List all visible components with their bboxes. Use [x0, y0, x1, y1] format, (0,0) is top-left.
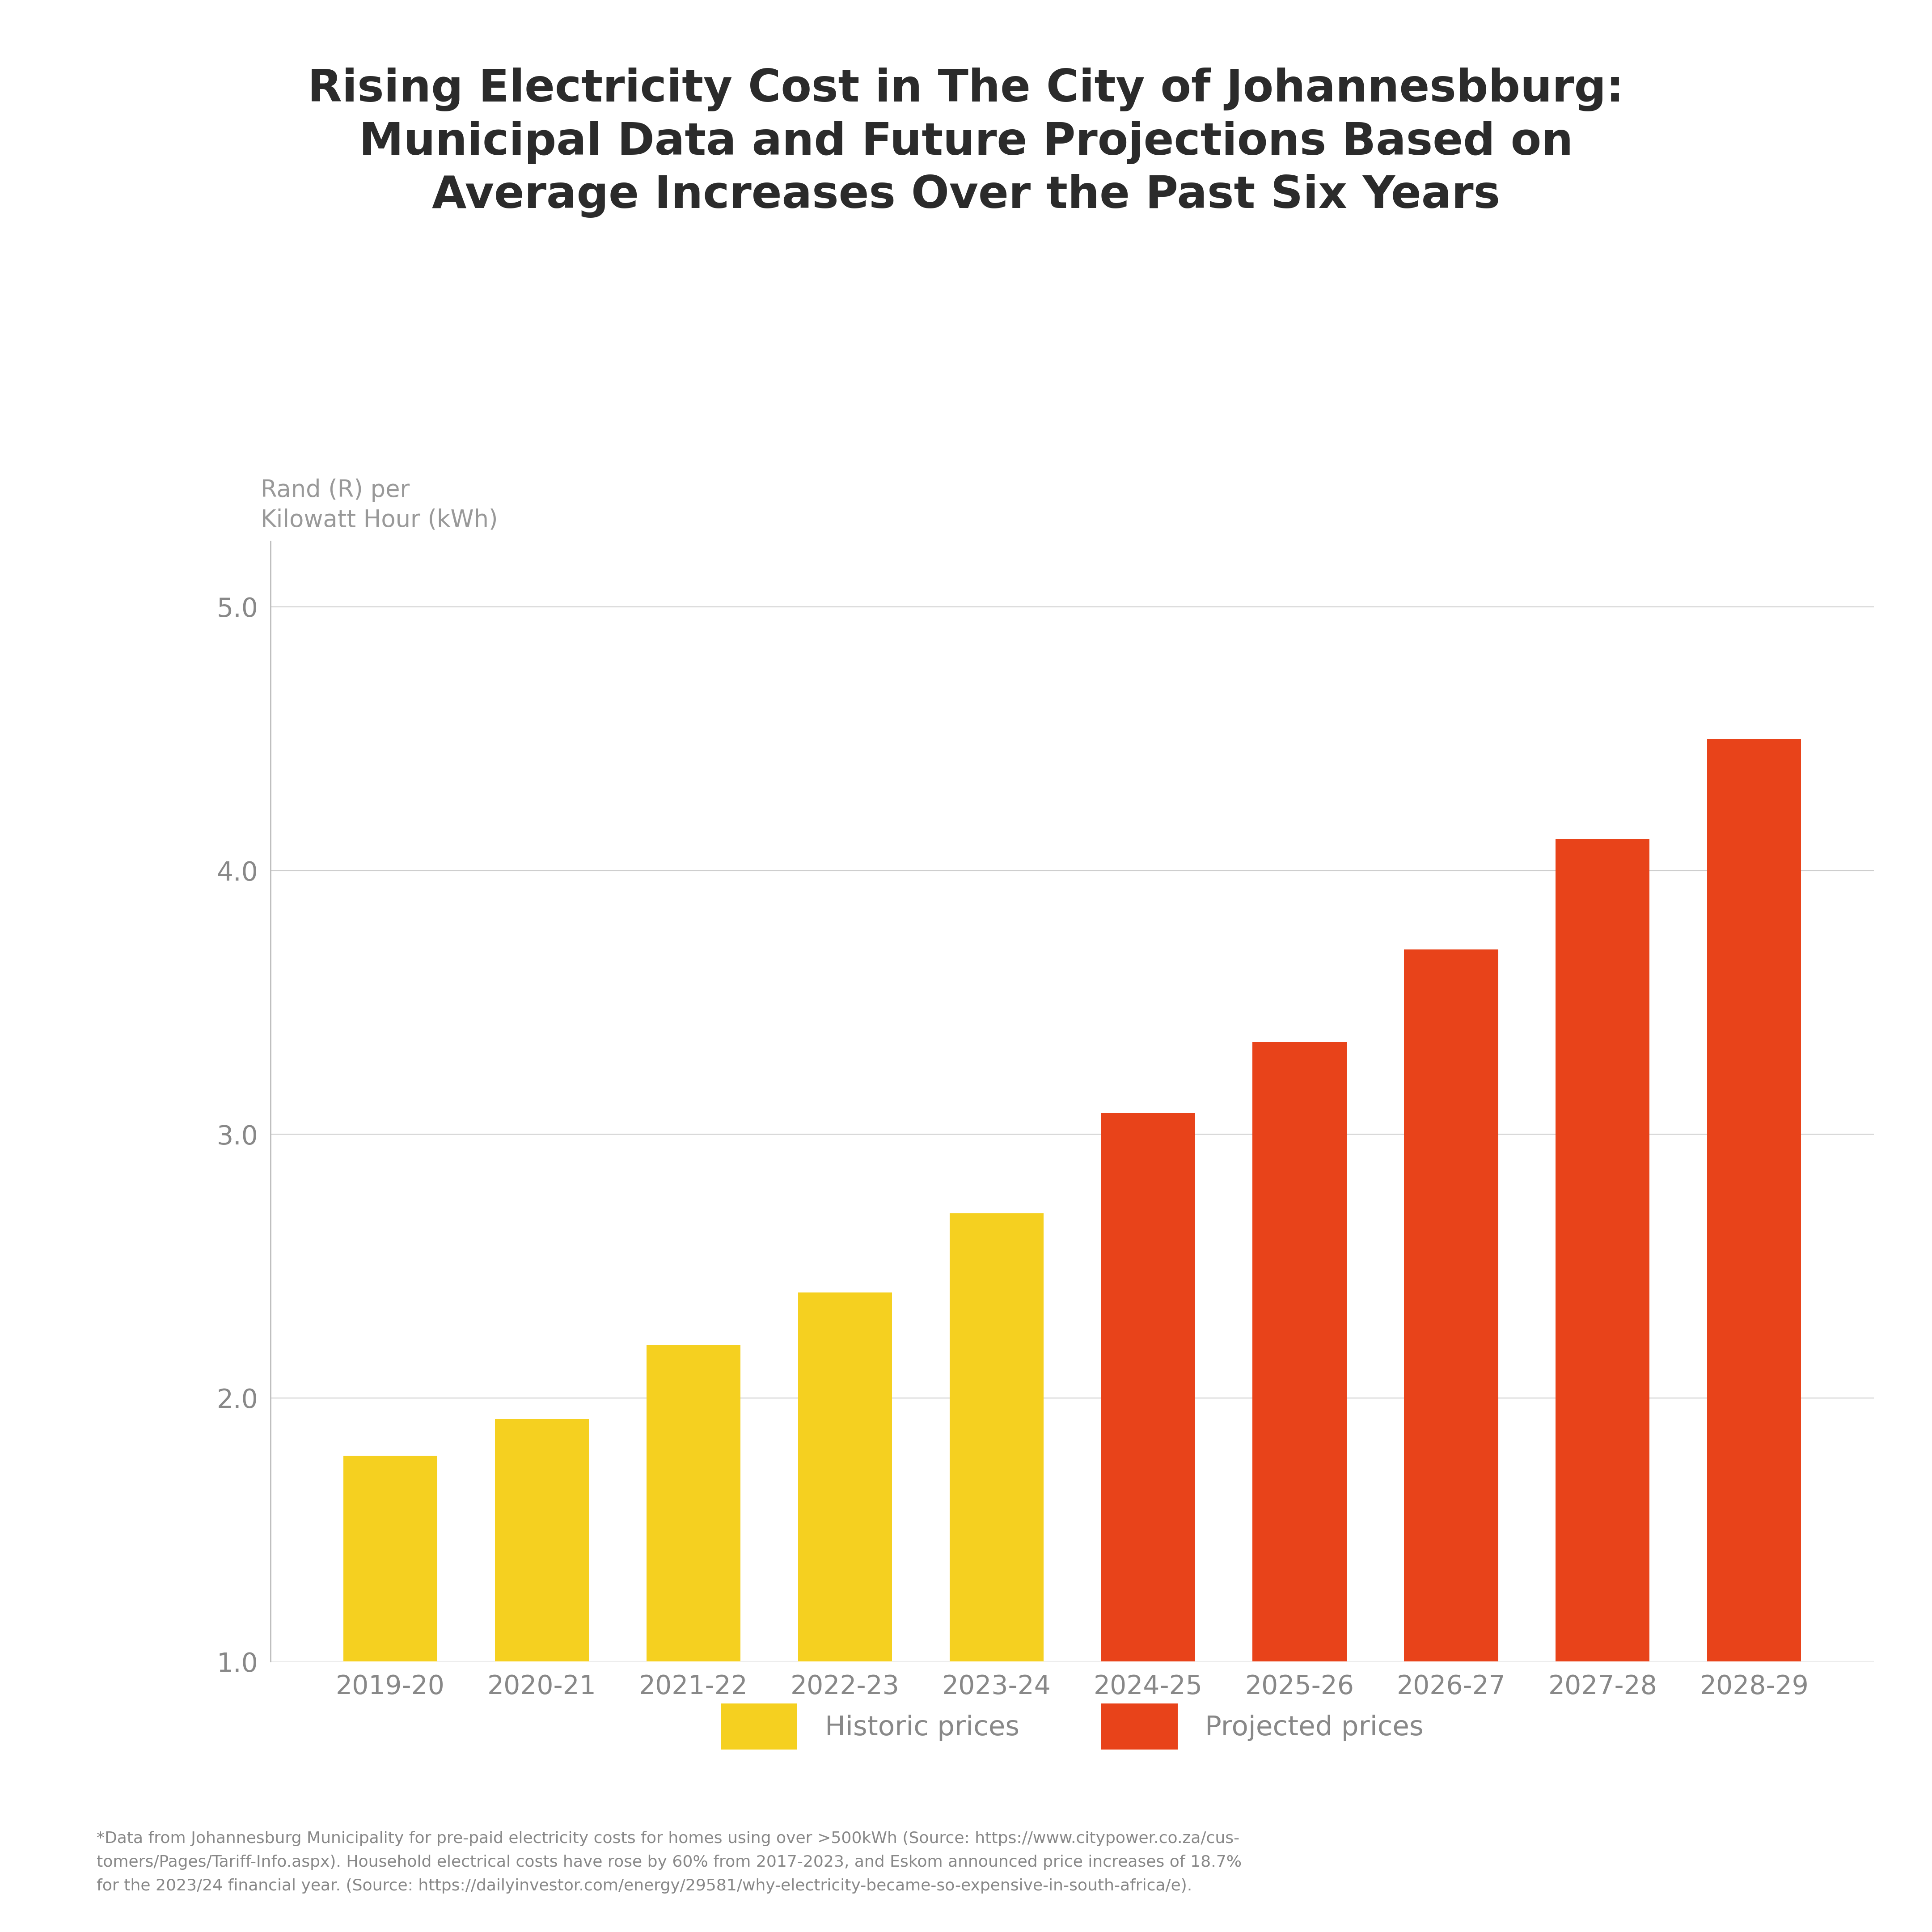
Bar — [647, 1345, 740, 1924]
Text: Rand (R) per
Kilowatt Hour (kWh): Rand (R) per Kilowatt Hour (kWh) — [261, 479, 498, 531]
Text: *Data from Johannesburg Municipality for pre-paid electricity costs for homes us: *Data from Johannesburg Municipality for… — [97, 1832, 1242, 1893]
Legend: Historic prices, Projected prices: Historic prices, Projected prices — [694, 1677, 1451, 1777]
Bar — [344, 1457, 437, 1924]
Bar — [1555, 838, 1650, 1924]
Bar — [798, 1293, 893, 1924]
Bar — [495, 1418, 589, 1924]
Text: Rising Electricity Cost in The City of Johannesbburg:
Municipal Data and Future : Rising Electricity Cost in The City of J… — [307, 68, 1625, 218]
Bar — [1101, 1113, 1196, 1924]
Bar — [1252, 1041, 1347, 1924]
Bar — [949, 1213, 1043, 1924]
Bar — [1405, 951, 1497, 1924]
Bar — [1708, 738, 1801, 1924]
